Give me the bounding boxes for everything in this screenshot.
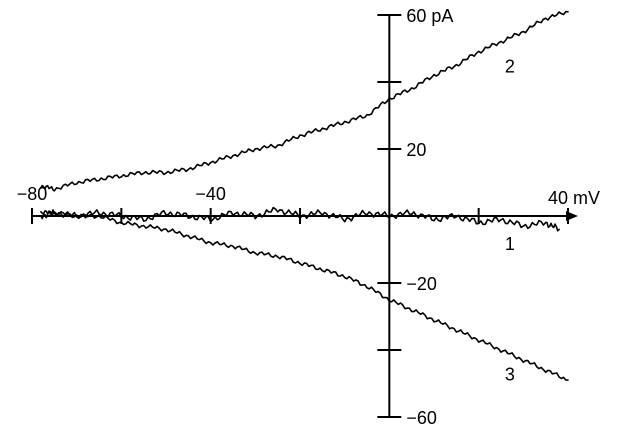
traces bbox=[40, 10, 569, 381]
series-3-trace bbox=[40, 210, 569, 381]
x-tick-label: −40 bbox=[195, 184, 226, 204]
y-tick-label: 20 bbox=[406, 140, 426, 160]
y-tick-label: 60 pA bbox=[406, 6, 453, 26]
x-tick-label: 40 mV bbox=[548, 188, 600, 208]
series-label-1: 1 bbox=[505, 234, 515, 254]
y-tick-label: −60 bbox=[406, 408, 437, 428]
series-label-3: 3 bbox=[505, 364, 515, 384]
series-label-2: 2 bbox=[505, 56, 515, 76]
x-tick-label: −80 bbox=[17, 184, 48, 204]
series-2-trace bbox=[40, 10, 569, 192]
labels: −80 −40 40 mV 60 pA 20 −20 −60 1 2 3 bbox=[17, 6, 600, 428]
y-tick-label: −20 bbox=[406, 274, 437, 294]
series-1-trace bbox=[40, 206, 560, 232]
